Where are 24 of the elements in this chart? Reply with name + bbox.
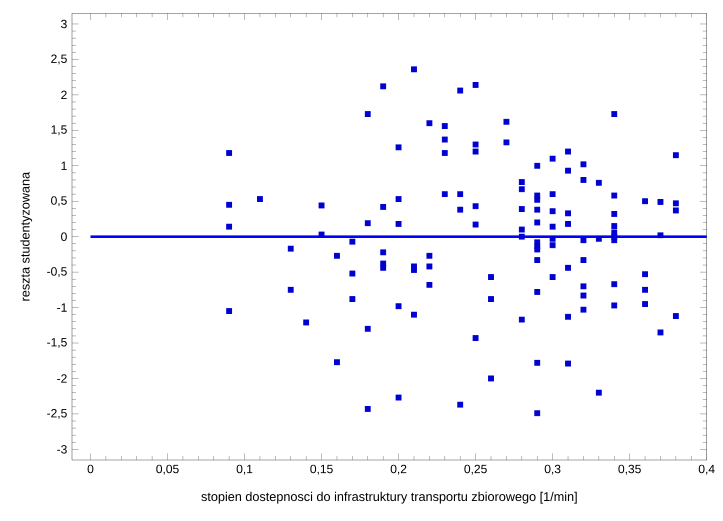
y-tick-label: -2,5 xyxy=(47,408,67,419)
x-tick-label: 0,25 xyxy=(464,464,487,475)
x-tick-label: 0 xyxy=(88,464,94,474)
y-tick-label: -0,5 xyxy=(47,267,67,278)
x-tick-label: 0,35 xyxy=(618,464,641,475)
x-tick-label: 0,1 xyxy=(236,464,252,475)
x-tick-label: 0,15 xyxy=(310,464,333,475)
y-tick-label: 0,5 xyxy=(51,196,67,206)
y-tick-label: -1,5 xyxy=(47,338,67,348)
x-tick-label: 0,05 xyxy=(156,464,179,475)
y-tick-label: 1,5 xyxy=(52,125,67,136)
x-axis-title: stopien dostepnosci do infrastruktury transportu zbiorowego [1/min] xyxy=(201,492,577,504)
y-tick-label: -1 xyxy=(57,303,67,312)
y-axis-title: reszta studentyzowana xyxy=(20,172,32,301)
y-tick-label: 2 xyxy=(61,90,67,100)
y-tick-label: 3 xyxy=(61,20,67,28)
x-tick-label: 0,2 xyxy=(390,464,406,475)
y-tick-label: -2 xyxy=(57,374,67,383)
y-tick-label: 2,5 xyxy=(51,54,67,64)
x-tick-label: 0,4 xyxy=(698,464,715,475)
y-tick-label: 1 xyxy=(62,162,67,170)
y-tick-label: -3 xyxy=(57,445,67,454)
y-tick-label: 0 xyxy=(61,232,67,241)
x-tick-label: 0,3 xyxy=(544,464,560,475)
